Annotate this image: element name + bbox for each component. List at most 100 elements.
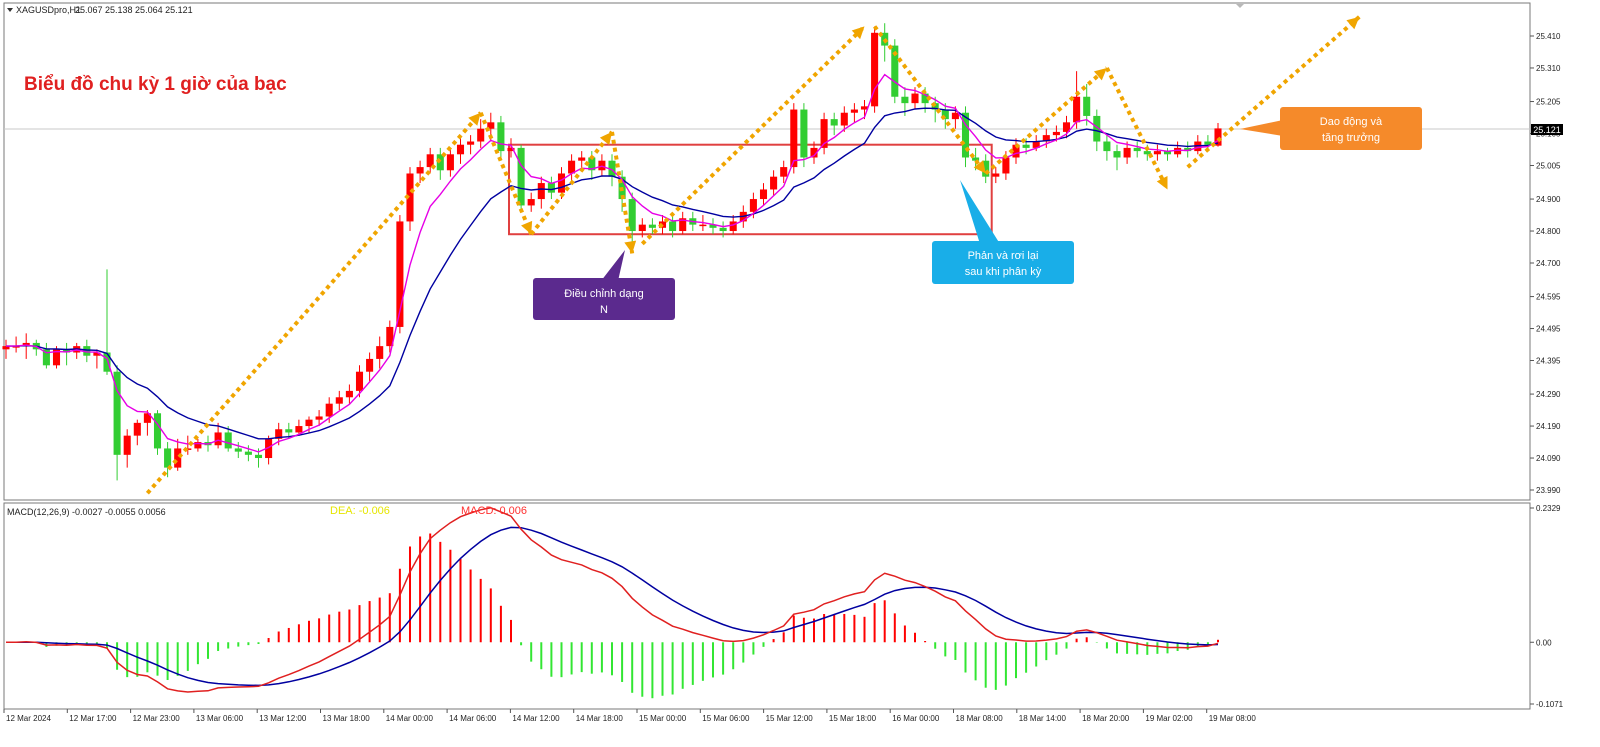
candle-body	[63, 349, 71, 353]
chart-title: Biểu đồ chu kỳ 1 giờ của bạc	[24, 74, 287, 95]
candle-body	[901, 96, 909, 104]
time-tick-label: 18 Mar 14:00	[1019, 714, 1067, 723]
time-tick-label: 12 Mar 23:00	[133, 714, 181, 723]
candle-body	[93, 352, 101, 356]
correction-label-line2: N	[600, 304, 608, 316]
symbol-info: XAGUSDpro,H1	[16, 5, 81, 15]
range-box	[508, 143, 993, 236]
candle-body	[345, 390, 353, 398]
time-tick-label: 12 Mar 17:00	[69, 714, 117, 723]
macd-info: MACD(12,26,9) -0.0027 -0.0055 0.0056	[7, 507, 166, 517]
candle-body	[1214, 128, 1222, 146]
candle-body	[537, 183, 545, 200]
time-tick-label: 14 Mar 00:00	[386, 714, 434, 723]
trend-arrow-head	[599, 131, 612, 146]
candle-body	[982, 160, 990, 177]
time-tick-label: 14 Mar 12:00	[512, 714, 560, 723]
trend-arrow-head	[851, 26, 865, 40]
time-tick-label: 19 Mar 08:00	[1209, 714, 1257, 723]
candle-body	[759, 189, 768, 200]
candle-body	[143, 413, 151, 423]
candle-body	[628, 199, 636, 232]
macd-tick-label: -0.1071	[1536, 700, 1564, 709]
price-tick-label: 25.205	[1536, 98, 1561, 107]
scroll-marker-icon[interactable]	[1236, 4, 1244, 8]
divergence-label-line2: sau khi phân kỳ	[965, 266, 1042, 278]
growth-callout: Dao động và tăng trưởng	[1240, 107, 1422, 150]
candle-body	[355, 371, 364, 391]
price-tick-label: 24.495	[1536, 325, 1561, 334]
candle-body	[1032, 141, 1040, 148]
time-tick-label: 14 Mar 06:00	[449, 714, 497, 723]
chart-menu-icon[interactable]	[7, 8, 13, 12]
trend-arrow-line	[984, 66, 1109, 175]
correction-callout: Điều chỉnh dạng N	[533, 250, 675, 320]
candle-body	[507, 147, 515, 152]
candle-body	[436, 154, 444, 171]
growth-label-line2: tăng trưởng	[1322, 132, 1380, 144]
growth-callout-pointer	[1240, 120, 1283, 136]
candle-body	[315, 416, 323, 420]
candle-body	[305, 419, 313, 427]
candle-body	[1123, 147, 1131, 158]
time-axis: 12 Mar 2024 12 Mar 17:00 12 Mar 23:00 13 Ma…	[3, 709, 1257, 723]
candle-body	[1174, 147, 1182, 155]
candle-body	[1083, 96, 1091, 116]
time-tick-label: 15 Mar 00:00	[639, 714, 687, 723]
candle-body	[608, 160, 616, 177]
candle-body	[2, 346, 10, 350]
candle-body	[244, 451, 252, 455]
candle-body	[709, 224, 717, 228]
ma-fast-line	[6, 73, 1219, 453]
trend-arrow-line	[640, 24, 866, 246]
candle-body	[83, 346, 91, 356]
trend-arrow-head	[1346, 16, 1360, 30]
price-tick-label: 25.005	[1536, 161, 1561, 170]
time-tick-label: 15 Mar 18:00	[829, 714, 877, 723]
candle-body	[891, 45, 899, 97]
candle-body	[416, 167, 424, 174]
candle-body	[123, 435, 131, 455]
candle-body	[1002, 157, 1010, 174]
candle-body	[1153, 151, 1161, 155]
time-tick-label: 19 Mar 02:00	[1145, 714, 1193, 723]
divergence-label-line1: Phản và rơi lại	[968, 250, 1039, 262]
time-tick-label: 18 Mar 20:00	[1082, 714, 1130, 723]
candle-body	[113, 371, 121, 455]
macd-indicator	[6, 507, 1219, 699]
divergence-callout: Phản và rơi lại sau khi phân kỳ	[932, 180, 1074, 284]
candle-body	[699, 224, 707, 227]
candle-body	[214, 432, 222, 446]
dea-label: DEA: -0.006	[330, 505, 390, 517]
price-tick-label: 24.800	[1536, 227, 1561, 236]
growth-callout-box	[1280, 107, 1422, 150]
price-tick-label: 24.900	[1536, 195, 1561, 204]
trend-arrow-line	[1105, 67, 1170, 191]
candle-body	[103, 352, 111, 372]
candle-body	[557, 173, 566, 193]
trend-arrow-head	[1156, 176, 1168, 190]
candle-body	[679, 218, 687, 232]
candle-body	[12, 346, 20, 348]
candle-body	[871, 32, 879, 107]
growth-label-line1: Dao động và	[1320, 116, 1383, 128]
price-tick-label: 24.090	[1536, 454, 1561, 463]
price-tick-label: 23.990	[1536, 486, 1561, 495]
candle-body	[194, 442, 202, 449]
candle-body	[1184, 147, 1192, 152]
candle-body	[830, 119, 838, 126]
time-tick-label: 16 Mar 00:00	[892, 714, 940, 723]
candle-body	[770, 176, 778, 190]
time-tick-label: 13 Mar 12:00	[259, 714, 307, 723]
candle-body	[467, 141, 475, 145]
candle-body	[820, 119, 828, 148]
time-tick-label: 13 Mar 18:00	[323, 714, 371, 723]
candle-body	[961, 112, 970, 158]
candle-body	[1052, 131, 1060, 136]
candle-body	[325, 403, 333, 417]
trend-arrow-head	[624, 240, 637, 254]
candle-body	[840, 112, 848, 126]
candle-body	[850, 109, 858, 113]
trend-arrow-line	[873, 25, 988, 175]
